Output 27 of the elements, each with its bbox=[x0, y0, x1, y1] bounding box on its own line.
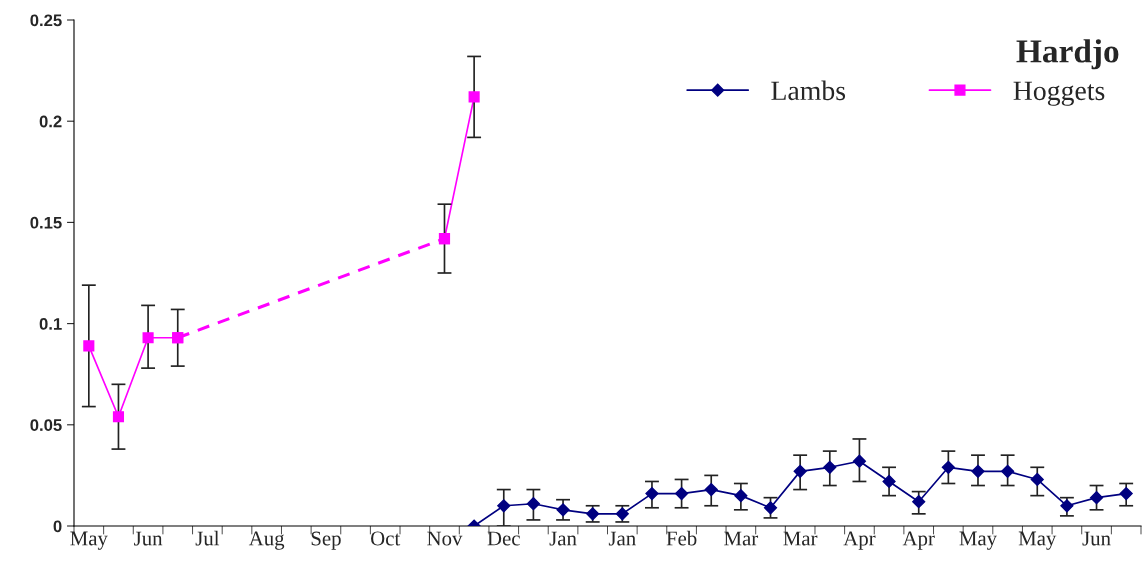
legend-label: Hoggets bbox=[1013, 81, 1105, 106]
y-tick-label: 0.25 bbox=[30, 14, 62, 27]
x-tick-label: Mar bbox=[724, 531, 759, 546]
x-tick-label: Oct bbox=[371, 531, 401, 546]
legend-label: Lambs bbox=[771, 80, 846, 101]
x-tick-label: Aug bbox=[248, 531, 285, 550]
text: Hardjo bbox=[1016, 39, 1119, 70]
x-tick-label: Feb bbox=[666, 530, 697, 546]
y-tick-label: 0.2 bbox=[39, 115, 62, 128]
x-tick-label: Sep bbox=[311, 531, 341, 550]
x-tick-label: Apr bbox=[902, 531, 935, 550]
y-tick-label: 0.15 bbox=[30, 216, 62, 229]
x-tick-label: May bbox=[1018, 531, 1057, 550]
x-tick-label: Dec bbox=[487, 531, 520, 546]
x-tick-label: Jun bbox=[134, 531, 163, 546]
x-tick-label: Jun bbox=[1082, 531, 1111, 546]
x-tick-label: Jan bbox=[608, 531, 636, 546]
x-tick-label: Apr bbox=[843, 531, 876, 550]
x-tick-label: May bbox=[70, 531, 108, 550]
x-tick-label: Mar bbox=[783, 531, 818, 546]
x-tick-label: Jan bbox=[549, 531, 577, 546]
x-tick-label: May bbox=[959, 531, 997, 550]
x-tick-label: Jul bbox=[195, 530, 220, 546]
y-tick-label: 0.05 bbox=[30, 419, 62, 431]
y-tick-label: 0.1 bbox=[39, 318, 62, 330]
x-tick-label: Nov bbox=[427, 531, 463, 546]
y-tick-label: 0 bbox=[53, 520, 62, 533]
